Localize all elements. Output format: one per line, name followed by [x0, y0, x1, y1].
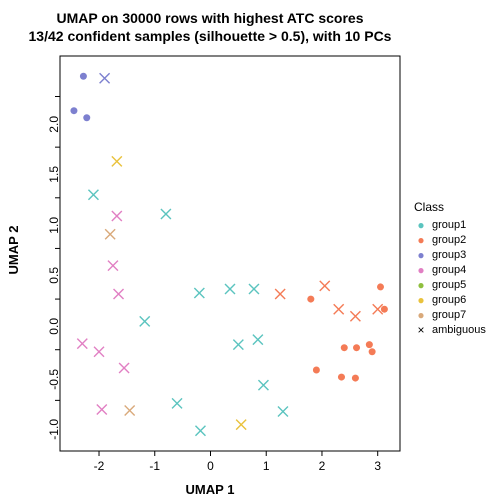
legend-label: group7: [432, 308, 466, 322]
dot-icon: ●: [414, 308, 428, 322]
y-tick-label: 0.5: [47, 267, 61, 297]
dot-icon: ●: [414, 278, 428, 292]
legend-label: group1: [432, 218, 466, 232]
legend-title: Class: [414, 200, 444, 214]
legend-label: group6: [432, 293, 466, 307]
dot-icon: ●: [414, 233, 428, 247]
cross-icon: ×: [414, 323, 428, 337]
legend-label: group5: [432, 278, 466, 292]
y-tick-label: 1.0: [47, 217, 61, 247]
y-tick-label: 1.5: [47, 166, 61, 196]
legend-item: ● group3: [414, 248, 466, 262]
y-tick-label: -1.0: [47, 419, 61, 449]
legend-label: group4: [432, 263, 466, 277]
legend-item: ● group1: [414, 218, 466, 232]
x-tick-label: -1: [143, 459, 167, 473]
chart-container: UMAP on 30000 rows with highest ATC scor…: [0, 0, 504, 504]
y-axis-label: UMAP 2: [6, 190, 21, 310]
x-tick-label: 3: [366, 459, 390, 473]
legend-label: group3: [432, 248, 466, 262]
legend-item: ● group7: [414, 308, 466, 322]
dot-icon: ●: [414, 293, 428, 307]
legend-item: × ambiguous: [414, 323, 486, 337]
legend-item: ● group4: [414, 263, 466, 277]
x-tick-label: -2: [87, 459, 111, 473]
dot-icon: ●: [414, 218, 428, 232]
y-tick-label: 2.0: [47, 116, 61, 146]
x-tick-label: 0: [198, 459, 222, 473]
x-axis-label: UMAP 1: [0, 482, 420, 497]
dot-icon: ●: [414, 263, 428, 277]
y-tick-label: -0.5: [47, 369, 61, 399]
legend-item: ● group6: [414, 293, 466, 307]
y-tick-label: 0.0: [47, 318, 61, 348]
legend-label: group2: [432, 233, 466, 247]
x-tick-label: 1: [254, 459, 278, 473]
dot-icon: ●: [414, 248, 428, 262]
legend-label: ambiguous: [432, 323, 486, 337]
legend-item: ● group2: [414, 233, 466, 247]
legend-item: ● group5: [414, 278, 466, 292]
x-tick-label: 2: [310, 459, 334, 473]
